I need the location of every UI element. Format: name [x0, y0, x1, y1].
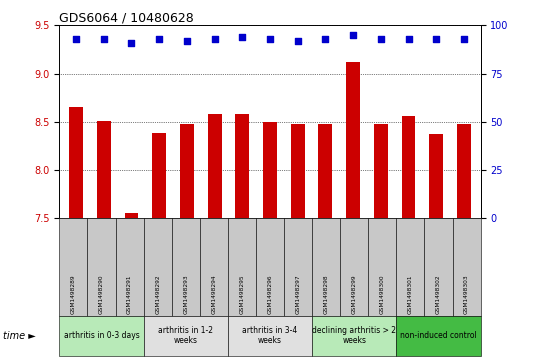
Bar — [402, 116, 415, 218]
Text: GSM1498301: GSM1498301 — [408, 274, 413, 314]
Point — [432, 36, 441, 42]
Point — [349, 32, 357, 38]
Point — [321, 36, 330, 42]
Text: GSM1498300: GSM1498300 — [380, 274, 385, 314]
Point — [183, 38, 191, 44]
Text: GSM1498296: GSM1498296 — [267, 274, 273, 314]
Bar — [235, 114, 249, 218]
Text: non-induced control: non-induced control — [400, 331, 477, 340]
Bar — [457, 125, 471, 218]
Bar — [125, 213, 138, 218]
Text: time ►: time ► — [3, 331, 36, 341]
Text: GSM1498303: GSM1498303 — [464, 274, 469, 314]
Text: GSM1498290: GSM1498290 — [99, 274, 104, 314]
Point — [238, 34, 247, 40]
Point — [127, 40, 136, 46]
Text: GSM1498294: GSM1498294 — [211, 274, 217, 314]
Text: GSM1498289: GSM1498289 — [71, 274, 76, 314]
Point — [293, 38, 302, 44]
Bar — [263, 122, 277, 218]
Text: GSM1498302: GSM1498302 — [436, 274, 441, 314]
Text: GDS6064 / 10480628: GDS6064 / 10480628 — [59, 11, 194, 24]
Bar — [69, 107, 83, 218]
Text: arthritis in 1-2
weeks: arthritis in 1-2 weeks — [158, 326, 213, 346]
Text: declining arthritis > 2
weeks: declining arthritis > 2 weeks — [312, 326, 396, 346]
Text: GSM1498299: GSM1498299 — [352, 274, 357, 314]
Bar — [319, 125, 332, 218]
Text: GSM1498291: GSM1498291 — [127, 274, 132, 314]
Point — [99, 36, 108, 42]
Text: arthritis in 0-3 days: arthritis in 0-3 days — [64, 331, 139, 340]
Text: GSM1498295: GSM1498295 — [239, 274, 245, 314]
Point — [210, 36, 219, 42]
Point — [266, 36, 274, 42]
Point — [155, 36, 164, 42]
Point — [460, 36, 468, 42]
Bar — [180, 125, 194, 218]
Bar — [346, 62, 360, 218]
Bar — [374, 125, 388, 218]
Bar — [208, 114, 221, 218]
Text: GSM1498292: GSM1498292 — [155, 274, 160, 314]
Text: GSM1498297: GSM1498297 — [295, 274, 301, 314]
Bar — [291, 123, 305, 218]
Point — [72, 36, 80, 42]
Text: GSM1498293: GSM1498293 — [183, 274, 188, 314]
Text: GSM1498298: GSM1498298 — [323, 274, 329, 314]
Point — [404, 36, 413, 42]
Bar — [152, 133, 166, 218]
Bar — [429, 134, 443, 218]
Point — [376, 36, 385, 42]
Text: arthritis in 3-4
weeks: arthritis in 3-4 weeks — [242, 326, 298, 346]
Bar — [97, 121, 111, 218]
